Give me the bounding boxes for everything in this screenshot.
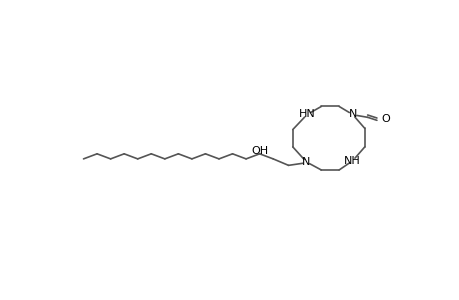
Text: O: O: [381, 114, 389, 124]
Text: N: N: [348, 109, 356, 119]
Text: N: N: [302, 158, 310, 167]
Text: HN: HN: [298, 109, 315, 119]
Text: OH: OH: [251, 146, 268, 157]
Text: NH: NH: [343, 156, 360, 166]
